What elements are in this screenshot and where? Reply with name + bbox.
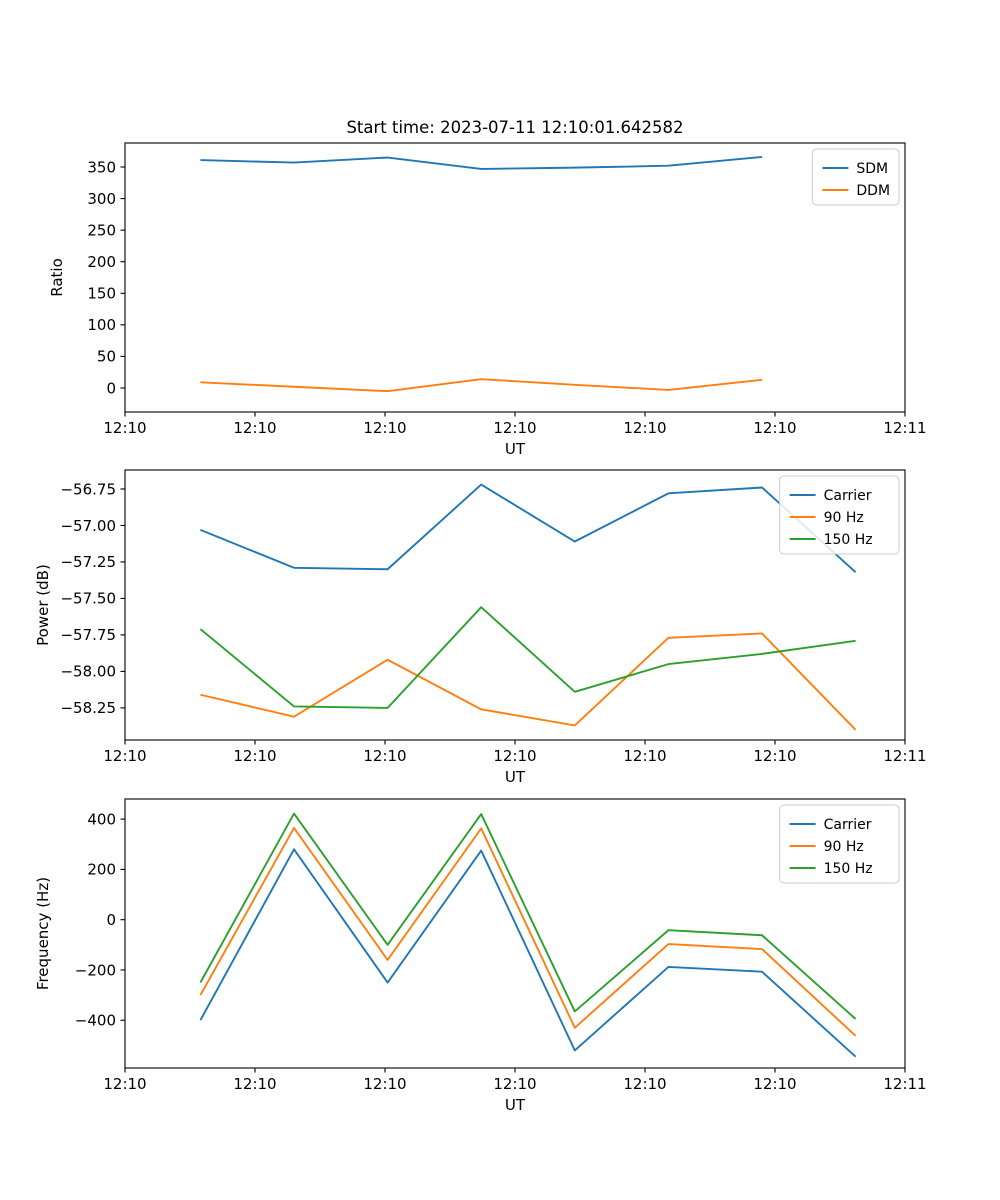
legend-label-sdm: SDM <box>856 161 888 177</box>
x-tick-label-2: 12:10 <box>363 747 406 765</box>
legend-label-ddm: DDM <box>856 183 890 199</box>
x-tick-label-0: 12:10 <box>103 419 146 437</box>
x-tick-label-1: 12:10 <box>233 419 276 437</box>
plot-panel-panel-power: 12:10 12:10 12:10 12:10 12:10 12:10 12:11 UT −56… <box>34 469 927 786</box>
x-tick-label-3: 12:10 <box>493 419 536 437</box>
y-tick-label-4: −57.75 <box>60 626 116 644</box>
x-axis-label-panel-power: UT <box>505 768 526 786</box>
series-line-panel-power-1 <box>200 632 857 731</box>
figure-title: Start time: 2023-07-11 12:10:01.642582 <box>346 118 683 137</box>
x-tick-label-5: 12:10 <box>753 419 796 437</box>
x-tick-label-3: 12:10 <box>493 747 536 765</box>
x-tick-label-4: 12:10 <box>623 747 666 765</box>
y-tick-label-4: 200 <box>87 253 116 271</box>
x-tick-label-4: 12:10 <box>623 419 666 437</box>
legend-label-150-hz: 150 Hz <box>824 532 873 548</box>
legend-label-carrier: Carrier <box>824 817 872 833</box>
y-tick-label-3: 150 <box>87 285 116 303</box>
y-axis-label-panel-ratio: Ratio <box>48 258 66 297</box>
x-axis-label-panel-frequency: UT <box>505 1096 526 1114</box>
axes-frame-panel-ratio <box>124 142 906 413</box>
legend-label-90-hz: 90 Hz <box>824 839 864 855</box>
y-tick-label-0: −56.75 <box>60 480 116 498</box>
y-tick-label-1: −200 <box>75 961 116 979</box>
x-tick-label-6: 12:11 <box>883 419 926 437</box>
y-tick-label-7: 350 <box>87 158 116 176</box>
x-tick-label-2: 12:10 <box>363 419 406 437</box>
y-tick-label-1: −57.00 <box>60 517 116 535</box>
x-tick-label-4: 12:10 <box>623 1075 666 1093</box>
legend-label-carrier: Carrier <box>824 488 872 504</box>
y-tick-label-6: −58.25 <box>60 699 116 717</box>
x-tick-label-0: 12:10 <box>103 747 146 765</box>
y-tick-label-5: −58.00 <box>60 663 116 681</box>
x-tick-label-5: 12:10 <box>753 747 796 765</box>
legend-label-90-hz: 90 Hz <box>824 510 864 526</box>
series-line-panel-frequency-0 <box>199 848 857 1058</box>
y-axis-label-panel-frequency: Frequency (Hz) <box>34 877 52 990</box>
series-line-panel-ratio-0 <box>200 155 763 170</box>
x-tick-label-3: 12:10 <box>493 1075 536 1093</box>
series-line-panel-frequency-1 <box>199 826 857 1037</box>
y-tick-label-4: 400 <box>87 810 116 828</box>
x-tick-label-5: 12:10 <box>753 1075 796 1093</box>
y-tick-label-0: 0 <box>106 379 116 397</box>
series-line-panel-power-0 <box>200 483 857 573</box>
x-tick-label-6: 12:11 <box>883 747 926 765</box>
series-line-panel-power-2 <box>199 606 856 709</box>
y-tick-label-0: −400 <box>75 1012 116 1030</box>
legend-label-150-hz: 150 Hz <box>824 861 873 877</box>
y-tick-label-5: 250 <box>87 221 116 239</box>
y-tick-label-1: 50 <box>97 348 116 366</box>
y-axis-label-panel-power: Power (dB) <box>34 564 52 646</box>
series-line-panel-frequency-2 <box>199 812 857 1020</box>
y-tick-label-3: −57.50 <box>60 590 116 608</box>
y-tick-label-2: 0 <box>106 911 116 929</box>
y-tick-label-3: 200 <box>87 861 116 879</box>
y-tick-label-2: 100 <box>87 316 116 334</box>
y-tick-label-6: 300 <box>87 190 116 208</box>
x-tick-label-0: 12:10 <box>103 1075 146 1093</box>
plot-panel-panel-frequency: 12:10 12:10 12:10 12:10 12:10 12:10 12:11 UT −40… <box>34 798 927 1114</box>
x-tick-label-1: 12:10 <box>233 747 276 765</box>
legend-box-panel-ratio <box>811 148 900 206</box>
x-axis-label-panel-ratio: UT <box>505 440 526 458</box>
y-tick-label-2: −57.25 <box>60 553 116 571</box>
x-tick-label-6: 12:11 <box>883 1075 926 1093</box>
plot-panel-panel-ratio: 12:10 12:10 12:10 12:10 12:10 12:10 12:11 UT 0 50… <box>48 142 927 458</box>
series-line-panel-ratio-1 <box>200 378 763 393</box>
x-tick-label-1: 12:10 <box>233 1075 276 1093</box>
x-tick-label-2: 12:10 <box>363 1075 406 1093</box>
